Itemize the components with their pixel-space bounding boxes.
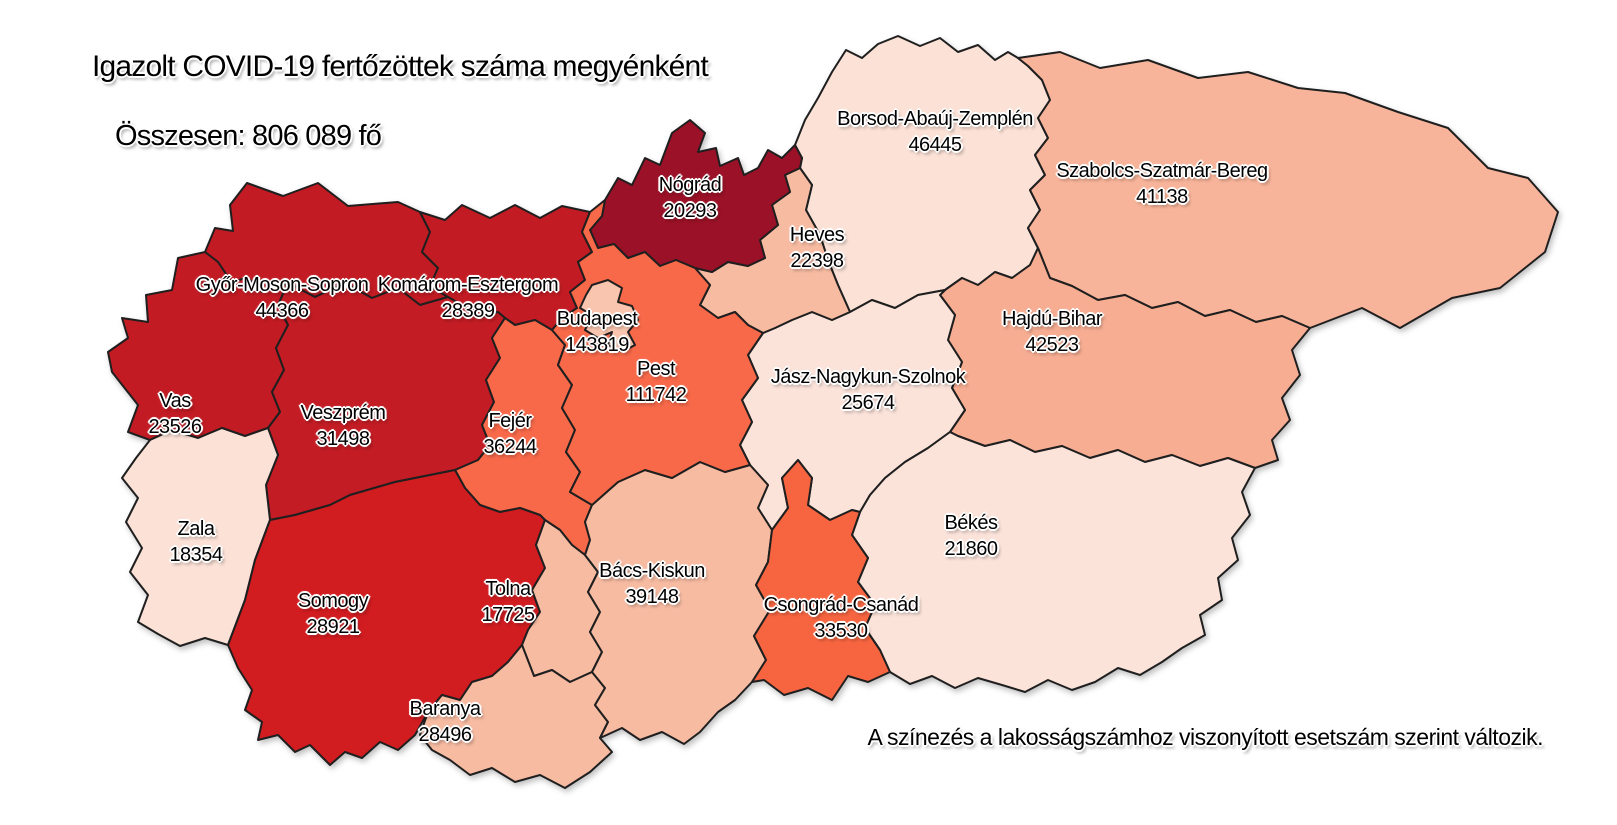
county-name: Pest bbox=[636, 358, 676, 380]
county-label-bekes: Békés 21860 bbox=[944, 510, 998, 562]
county-value: 41138 bbox=[1136, 186, 1188, 208]
county-name: Hajdú-Bihar bbox=[1001, 308, 1103, 330]
county-value: 33530 bbox=[814, 620, 868, 642]
county-name: Békés bbox=[944, 512, 998, 534]
county-value: 31498 bbox=[316, 428, 370, 450]
county-label-nograd: Nógrád 20293 bbox=[659, 172, 722, 224]
county-label-borsod-abauj-zemplen: Borsod-Abaúj-Zemplén 46445 bbox=[837, 106, 1033, 158]
county-value: 39148 bbox=[625, 586, 679, 608]
county-label-pest: Pest 111742 bbox=[626, 356, 687, 408]
county-name: Győr-Moson-Sopron bbox=[195, 274, 369, 296]
county-label-veszprem: Veszprém 31498 bbox=[301, 400, 386, 452]
county-label-hajdu-bihar: Hajdú-Bihar 42523 bbox=[1001, 306, 1103, 358]
county-shape-bekes bbox=[851, 431, 1256, 693]
county-value: 22398 bbox=[790, 250, 844, 272]
county-value: 23526 bbox=[148, 416, 202, 438]
county-label-vas: Vas 23526 bbox=[148, 388, 202, 440]
county-value: 143819 bbox=[565, 334, 629, 356]
county-label-fejer: Fejér 36244 bbox=[483, 408, 537, 460]
county-label-csongrad-csanad: Csongrád-Csanád 33530 bbox=[764, 592, 919, 644]
county-name: Szabolcs-Szatmár-Bereg bbox=[1056, 160, 1268, 182]
county-value: 28496 bbox=[418, 724, 472, 746]
county-name: Nógrád bbox=[658, 174, 722, 196]
county-name: Budapest bbox=[556, 308, 638, 330]
county-value: 36244 bbox=[483, 436, 537, 458]
county-label-szabolcs-szatmar-bereg: Szabolcs-Szatmár-Bereg 41138 bbox=[1056, 158, 1268, 210]
county-value: 18354 bbox=[169, 544, 223, 566]
county-name: Heves bbox=[789, 224, 845, 246]
total-count: Összesen: 806 089 fő bbox=[115, 120, 382, 152]
county-shape-budapest bbox=[579, 279, 639, 353]
county-value: 28389 bbox=[441, 300, 495, 322]
county-label-komarom-esztergom: Komárom-Esztergom 28389 bbox=[377, 272, 559, 324]
county-label-bacs-kiskun: Bács-Kiskun 39148 bbox=[599, 558, 705, 610]
county-label-budapest: Budapest 143819 bbox=[557, 306, 638, 358]
county-value: 28921 bbox=[306, 616, 360, 638]
county-label-zala: Zala 18354 bbox=[169, 516, 223, 568]
county-label-tolna: Tolna 17725 bbox=[481, 576, 535, 628]
page-title: Igazolt COVID-19 fertőzöttek száma megyé… bbox=[92, 50, 709, 83]
county-name: Vas bbox=[159, 390, 191, 412]
county-value: 46445 bbox=[908, 134, 962, 156]
county-value: 20293 bbox=[663, 200, 717, 222]
county-value: 17725 bbox=[481, 604, 535, 626]
county-name: Zala bbox=[177, 518, 215, 540]
county-label-somogy: Somogy 28921 bbox=[297, 588, 369, 640]
county-shape-zala bbox=[121, 427, 279, 647]
county-shape-pest bbox=[551, 199, 764, 506]
county-label-baranya: Baranya 28496 bbox=[409, 696, 482, 748]
county-name: Veszprém bbox=[300, 402, 386, 424]
county-label-heves: Heves 22398 bbox=[789, 222, 845, 274]
county-name: Csongrád-Csanád bbox=[763, 594, 919, 616]
county-name: Tolna bbox=[485, 578, 531, 600]
county-label-gyor-moson-sopron: Győr-Moson-Sopron 44366 bbox=[196, 272, 369, 324]
county-value: 25674 bbox=[841, 392, 895, 414]
county-name: Jász-Nagykun-Szolnok bbox=[770, 366, 966, 388]
county-shape-csongrad-csanad bbox=[751, 459, 891, 701]
county-name: Fejér bbox=[488, 410, 532, 432]
county-label-jasz-nagykun-szolnok: Jász-Nagykun-Szolnok 25674 bbox=[771, 364, 966, 416]
county-name: Somogy bbox=[297, 590, 369, 612]
county-name: Borsod-Abaúj-Zemplén bbox=[837, 108, 1033, 130]
county-value: 21860 bbox=[944, 538, 998, 560]
footnote: A színezés a lakosságszámhoz viszonyítot… bbox=[867, 724, 1544, 750]
county-value: 44366 bbox=[255, 300, 309, 322]
county-name: Bács-Kiskun bbox=[599, 560, 705, 582]
county-value: 111742 bbox=[625, 384, 687, 406]
county-name: Baranya bbox=[409, 698, 482, 720]
county-value: 42523 bbox=[1025, 334, 1079, 356]
county-name: Komárom-Esztergom bbox=[377, 274, 559, 296]
